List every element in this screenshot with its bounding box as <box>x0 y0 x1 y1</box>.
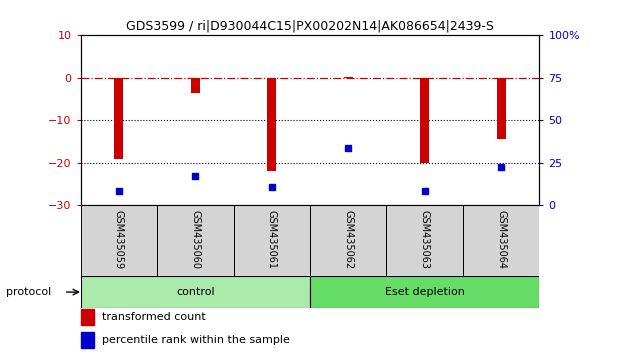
Text: transformed count: transformed count <box>102 312 205 322</box>
Bar <box>234 205 310 276</box>
Bar <box>81 309 94 325</box>
Bar <box>81 276 310 308</box>
Point <box>343 145 353 150</box>
Bar <box>310 276 539 308</box>
Text: GSM435063: GSM435063 <box>420 210 430 269</box>
Text: GSM435064: GSM435064 <box>496 210 506 269</box>
Text: GSM435060: GSM435060 <box>190 210 200 269</box>
Bar <box>114 78 123 159</box>
Text: Eset depletion: Eset depletion <box>385 287 464 297</box>
Point <box>496 164 506 170</box>
Point <box>267 185 277 190</box>
Text: control: control <box>176 287 215 297</box>
Bar <box>463 205 539 276</box>
Bar <box>81 205 157 276</box>
Bar <box>310 205 386 276</box>
Bar <box>420 78 429 163</box>
Text: GSM435062: GSM435062 <box>343 210 353 269</box>
Text: GSM435061: GSM435061 <box>267 210 277 269</box>
Bar <box>497 78 506 139</box>
Bar <box>191 78 200 93</box>
Text: GSM435059: GSM435059 <box>114 210 124 269</box>
Bar <box>386 205 463 276</box>
Bar <box>81 332 94 348</box>
Bar <box>157 205 234 276</box>
Point <box>114 188 124 194</box>
Point <box>420 188 430 194</box>
Text: percentile rank within the sample: percentile rank within the sample <box>102 335 290 345</box>
Bar <box>267 78 277 171</box>
Point <box>190 173 200 178</box>
Bar <box>343 77 353 78</box>
Title: GDS3599 / ri|D930044C15|PX00202N14|AK086654|2439-S: GDS3599 / ri|D930044C15|PX00202N14|AK086… <box>126 20 494 33</box>
Text: protocol: protocol <box>6 287 51 297</box>
